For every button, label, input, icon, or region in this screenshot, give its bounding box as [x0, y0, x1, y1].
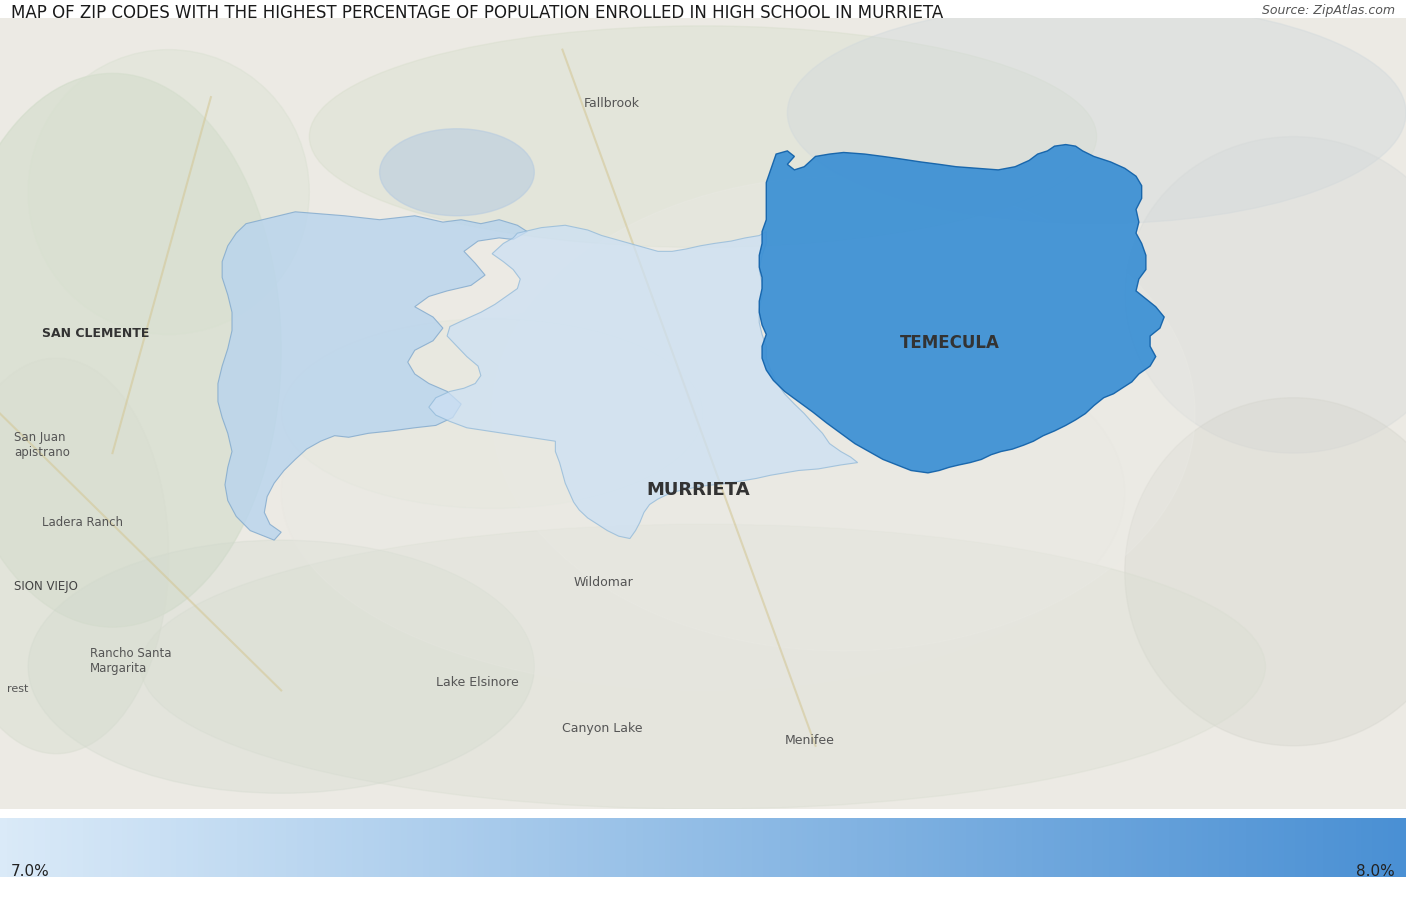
Ellipse shape	[281, 295, 1125, 690]
Text: Wildomar: Wildomar	[574, 575, 633, 589]
Text: Fallbrook: Fallbrook	[583, 97, 640, 110]
Text: San Juan
apistrano: San Juan apistrano	[14, 431, 70, 459]
Text: TEMECULA: TEMECULA	[900, 334, 1000, 352]
Ellipse shape	[281, 318, 703, 509]
Text: Menifee: Menifee	[785, 734, 834, 747]
Polygon shape	[218, 212, 527, 540]
Ellipse shape	[787, 2, 1406, 224]
Text: Source: ZipAtlas.com: Source: ZipAtlas.com	[1261, 4, 1395, 17]
Polygon shape	[759, 145, 1164, 473]
Text: rest: rest	[7, 684, 28, 694]
Ellipse shape	[141, 524, 1265, 809]
Ellipse shape	[28, 49, 309, 334]
Ellipse shape	[28, 540, 534, 793]
Ellipse shape	[0, 358, 169, 753]
Text: SAN CLEMENTE: SAN CLEMENTE	[42, 326, 149, 340]
Text: MAP OF ZIP CODES WITH THE HIGHEST PERCENTAGE OF POPULATION ENROLLED IN HIGH SCHO: MAP OF ZIP CODES WITH THE HIGHEST PERCEN…	[11, 4, 943, 22]
Ellipse shape	[492, 176, 1195, 651]
Text: 7.0%: 7.0%	[11, 864, 51, 879]
Text: MURRIETA: MURRIETA	[647, 481, 751, 499]
Ellipse shape	[0, 74, 281, 628]
Text: Rancho Santa
Margarita: Rancho Santa Margarita	[90, 647, 172, 675]
Ellipse shape	[1125, 137, 1406, 453]
Text: Canyon Lake: Canyon Lake	[562, 722, 643, 735]
Text: 8.0%: 8.0%	[1355, 864, 1395, 879]
Polygon shape	[429, 226, 858, 539]
Text: Lake Elsinore: Lake Elsinore	[436, 676, 519, 690]
Ellipse shape	[309, 26, 1097, 247]
Text: Ladera Ranch: Ladera Ranch	[42, 516, 124, 530]
Ellipse shape	[1125, 397, 1406, 746]
Text: SION VIEJO: SION VIEJO	[14, 580, 77, 592]
Ellipse shape	[380, 129, 534, 216]
